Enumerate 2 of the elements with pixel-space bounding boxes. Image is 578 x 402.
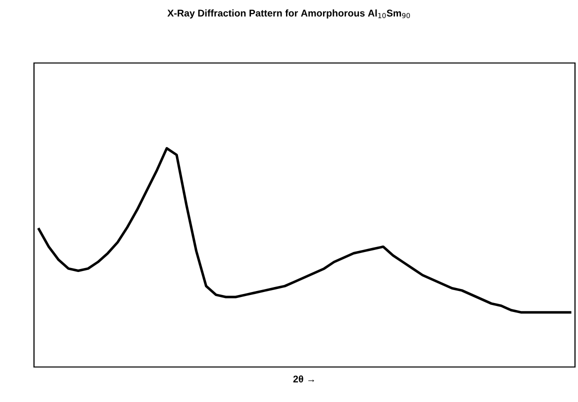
chart-title: X-Ray Diffraction Pattern for Amorphorous Al$_{10}$Sm$_{90}$ xyxy=(167,9,410,18)
x-axis-title: 2θ → xyxy=(293,375,314,382)
